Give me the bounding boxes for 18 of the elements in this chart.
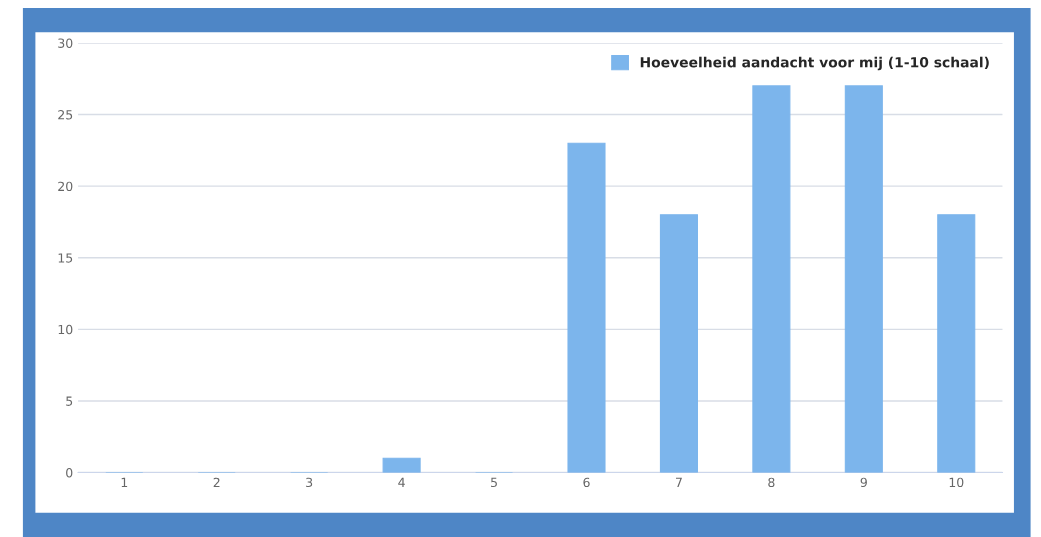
y-tick-label: 10	[58, 324, 73, 335]
x-tick-label: 4	[398, 477, 405, 487]
x-tick-label: 7	[675, 477, 682, 487]
x-tick-label: 3	[306, 477, 313, 488]
x-tick-label: 2	[213, 477, 220, 487]
x-tick-label: 5	[491, 477, 497, 488]
y-tick-label: 0	[66, 468, 73, 478]
y-tick-label: 5	[66, 396, 73, 406]
x-tick-label: 9	[860, 477, 867, 488]
x-tick-label: 10	[949, 477, 964, 488]
x-tick-label: 1	[121, 477, 128, 487]
y-tick-label: 20	[58, 181, 73, 192]
x-tick-label: 8	[768, 477, 775, 488]
y-tick-label: 30	[58, 38, 73, 48]
legend-label: Hoeveelheid aandacht voor mij (1-10 schaal)	[640, 56, 989, 71]
y-tick-label: 15	[58, 253, 73, 263]
y-tick-label: 25	[58, 110, 73, 120]
x-tick-label: 6	[583, 477, 590, 488]
